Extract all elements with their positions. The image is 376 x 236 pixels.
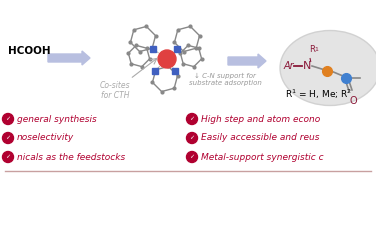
Text: O: O [350, 96, 358, 106]
Circle shape [158, 50, 176, 68]
Circle shape [186, 132, 197, 143]
Text: Ar: Ar [284, 61, 295, 71]
Text: R: R [309, 45, 315, 54]
Text: ✓: ✓ [190, 117, 195, 122]
Text: High step and atom econo: High step and atom econo [201, 114, 320, 123]
Text: ✓: ✓ [190, 135, 195, 140]
Text: ↓ C-N support for
substrate adsorption: ↓ C-N support for substrate adsorption [188, 73, 261, 86]
Text: noselectivity: noselectivity [17, 134, 74, 143]
Circle shape [3, 152, 14, 163]
Text: R$^1$ = H, Me; R$^2$: R$^1$ = H, Me; R$^2$ [285, 87, 352, 101]
FancyArrow shape [228, 54, 266, 68]
Text: ✓: ✓ [5, 117, 11, 122]
Text: ✓: ✓ [5, 135, 11, 140]
Text: 1: 1 [314, 47, 318, 52]
Circle shape [3, 114, 14, 125]
Text: N: N [303, 61, 311, 71]
Text: nicals as the feedstocks: nicals as the feedstocks [17, 152, 125, 161]
Circle shape [186, 152, 197, 163]
Circle shape [3, 132, 14, 143]
Text: ✓: ✓ [190, 155, 195, 160]
Text: general synthesis: general synthesis [17, 114, 97, 123]
Text: Metal-support synergistic c: Metal-support synergistic c [201, 152, 324, 161]
FancyArrow shape [48, 51, 90, 65]
Ellipse shape [280, 30, 376, 105]
Text: Co-sites
for CTH: Co-sites for CTH [100, 81, 130, 100]
Circle shape [186, 114, 197, 125]
Text: Easily accessible and reus: Easily accessible and reus [201, 134, 320, 143]
Text: ✓: ✓ [5, 155, 11, 160]
Text: HCOOH: HCOOH [8, 46, 51, 56]
